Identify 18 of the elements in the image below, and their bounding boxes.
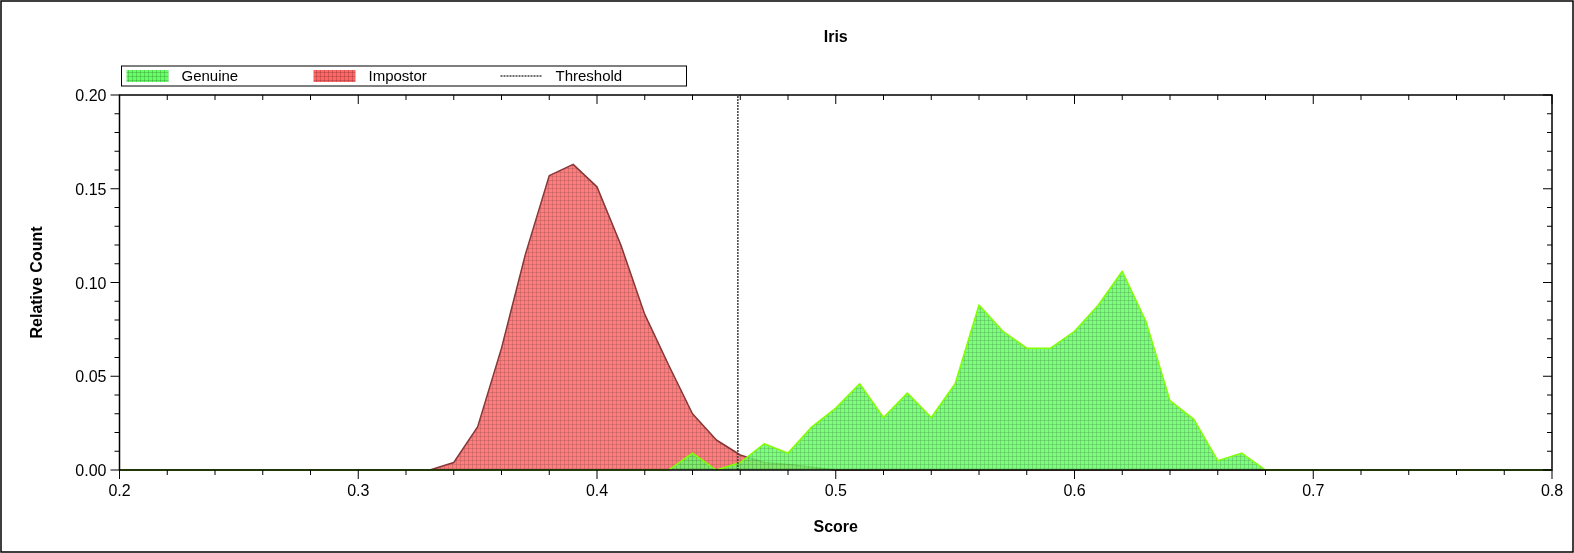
- y-axis-title: Relative Count: [28, 225, 45, 339]
- x-tick-label: 0.5: [824, 482, 847, 499]
- x-tick-label: 0.7: [1302, 482, 1325, 499]
- x-tick-label: 0.3: [347, 482, 370, 499]
- y-tick-label: 0.00: [75, 462, 107, 479]
- x-tick-label: 0.8: [1540, 482, 1564, 499]
- y-tick-label: 0.15: [75, 180, 107, 198]
- chart-title: Iris: [823, 28, 848, 45]
- y-tick-label: 0.05: [75, 368, 107, 386]
- x-axis-title: Score: [813, 518, 859, 535]
- legend-label: Threshold: [555, 67, 623, 84]
- legend-label: Genuine: [181, 67, 239, 84]
- y-tick-label: 0.20: [75, 87, 107, 104]
- x-tick-label: 0.4: [585, 482, 609, 499]
- legend-label: Impostor: [368, 67, 427, 84]
- x-tick-label: 0.6: [1063, 482, 1086, 499]
- x-tick-label: 0.2: [108, 482, 131, 499]
- y-tick-label: 0.10: [75, 274, 107, 292]
